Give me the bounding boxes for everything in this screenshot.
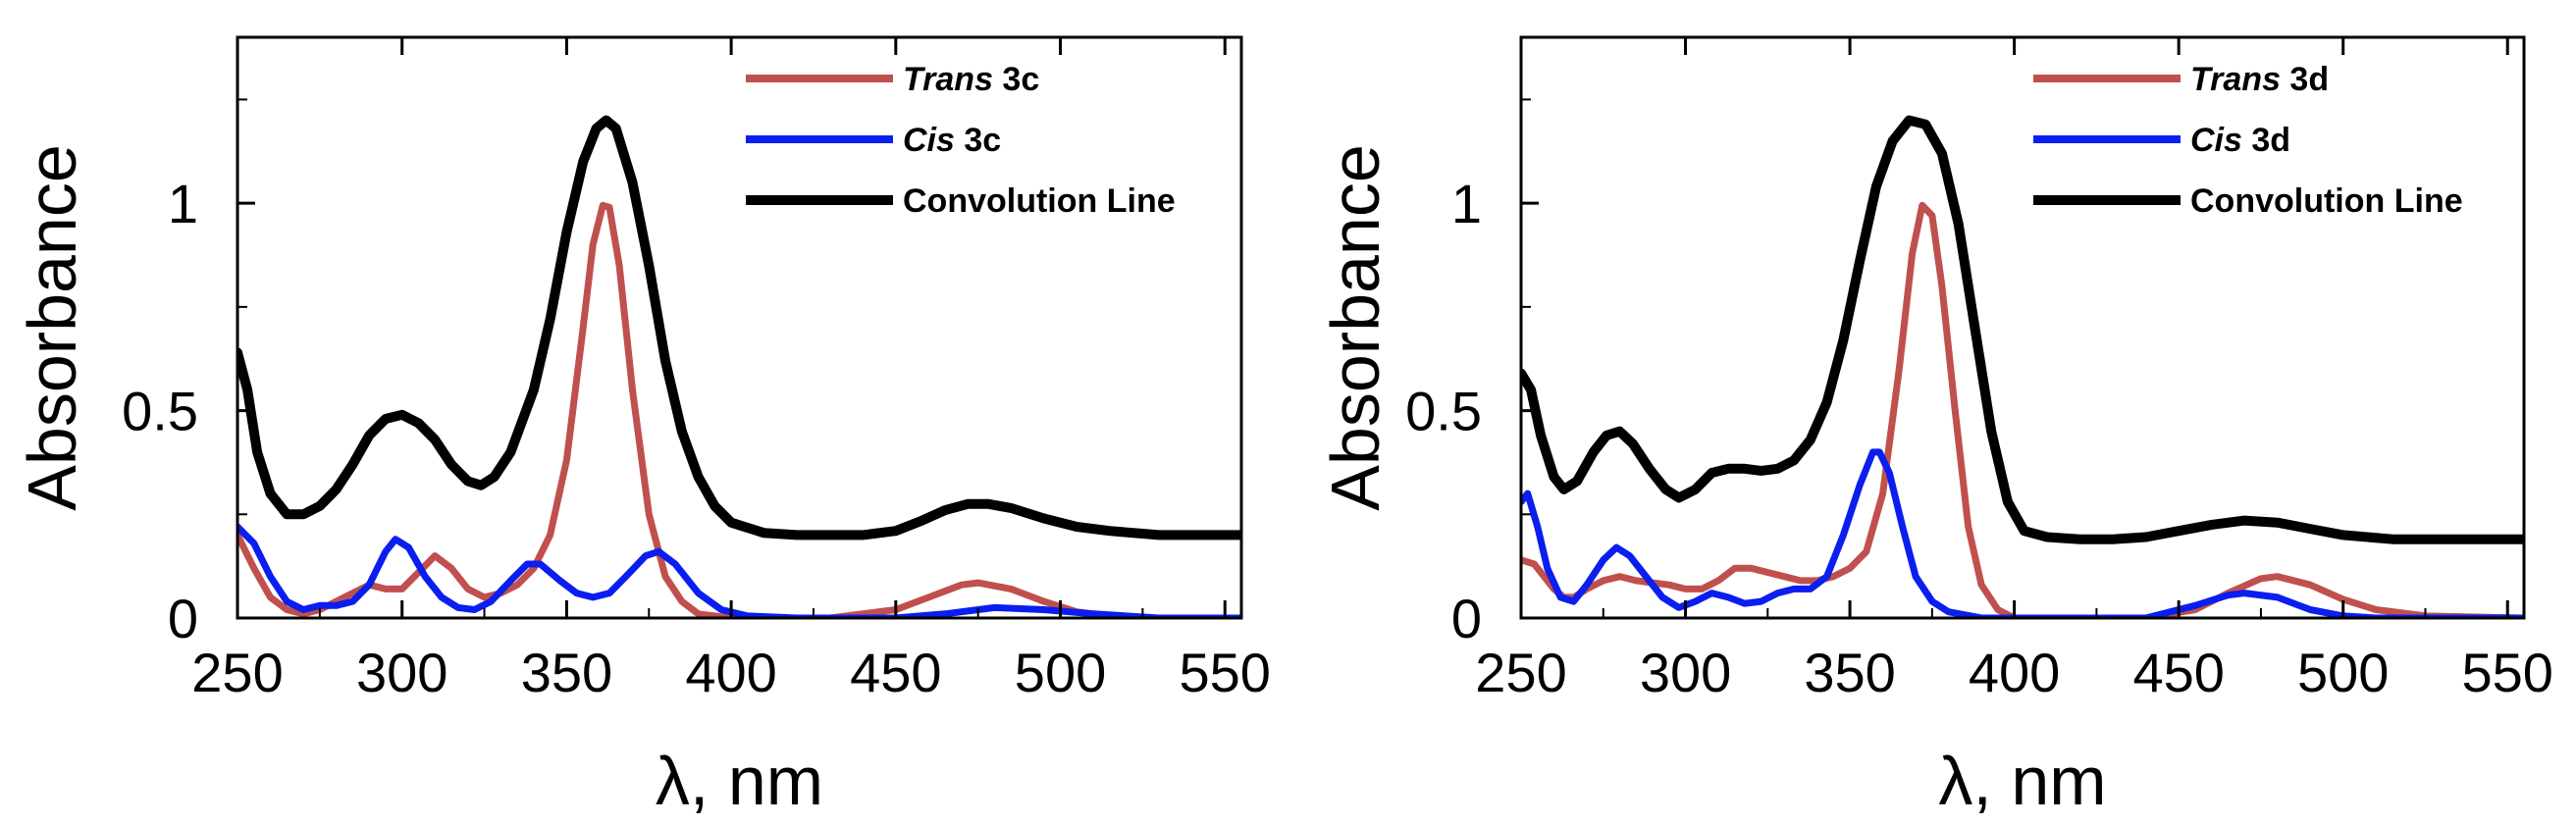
x-tick-label: 350 bbox=[521, 642, 612, 703]
x-tick-label: 500 bbox=[2297, 642, 2389, 703]
x-tick-label: 250 bbox=[191, 642, 283, 703]
y-tick-label: 1 bbox=[168, 173, 198, 234]
legend: Trans 3d Cis 3d Convolution Line bbox=[2033, 61, 2463, 220]
series-line-cis-3c bbox=[237, 523, 1241, 618]
x-axis-title: λ, nm bbox=[656, 743, 823, 819]
legend-label: Trans 3c bbox=[903, 61, 1039, 98]
x-tick-label: 450 bbox=[2132, 642, 2224, 703]
x-tick-label: 300 bbox=[1640, 642, 1731, 703]
y-axis-title: Absorbance bbox=[1317, 144, 1393, 511]
x-tick-label: 550 bbox=[2462, 642, 2553, 703]
legend-label: Convolution Line bbox=[903, 182, 1176, 220]
legend: Trans 3c Cis 3c Convolution Line bbox=[746, 61, 1176, 220]
legend-label: Cis 3c bbox=[903, 122, 1001, 159]
series-line-convolution-line bbox=[1521, 115, 2524, 544]
x-tick-label: 250 bbox=[1475, 642, 1566, 703]
x-tick-label: 350 bbox=[1804, 642, 1895, 703]
x-tick-label: 550 bbox=[1180, 642, 1271, 703]
x-tick-label: 450 bbox=[850, 642, 941, 703]
x-tick-label: 300 bbox=[356, 642, 447, 703]
x-tick-label: 400 bbox=[1969, 642, 2060, 703]
series-line-convolution-line bbox=[237, 115, 1241, 541]
y-tick-label: 0 bbox=[1451, 588, 1482, 649]
chart-panel-right: 250 300 350 400 450 500 550 0 0.5 1 λ, nm Absorbanc… bbox=[1317, 35, 2553, 819]
x-axis-title: λ, nm bbox=[1938, 743, 2106, 819]
x-tick-label: 500 bbox=[1015, 642, 1106, 703]
series-line-trans-3d bbox=[1521, 201, 2524, 618]
y-tick-label: 1 bbox=[1451, 173, 1482, 234]
legend-label: Cis 3d bbox=[2190, 122, 2290, 159]
y-tick-label: 0.5 bbox=[1405, 381, 1482, 442]
plot-frame bbox=[1519, 35, 2526, 620]
series-line-cis-3d bbox=[1521, 448, 2524, 618]
series-line-trans-3c bbox=[237, 201, 1241, 618]
y-tick-label: 0 bbox=[168, 588, 198, 649]
chart-panel-left: 250 300 350 400 450 500 550 0 0.5 1 λ, nm Absorbanc… bbox=[14, 35, 1271, 819]
legend-label: Convolution Line bbox=[2190, 182, 2463, 220]
plot-frame bbox=[236, 35, 1243, 620]
y-axis-title: Absorbance bbox=[14, 144, 90, 511]
legend-label: Trans 3d bbox=[2190, 61, 2329, 98]
x-tick-label: 400 bbox=[685, 642, 776, 703]
y-tick-label: 0.5 bbox=[122, 381, 198, 442]
